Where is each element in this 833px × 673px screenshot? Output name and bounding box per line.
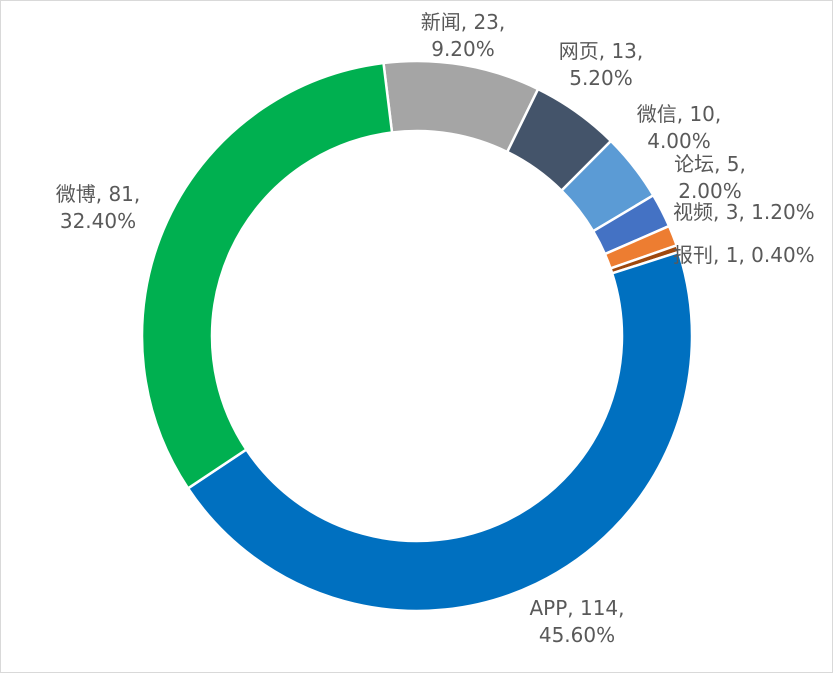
slice-label-0: 新闻, 23, 9.20%: [421, 10, 506, 61]
slice-label-line: 新闻, 23,: [421, 10, 506, 34]
slice-label-5: 报刊, 1, 0.40%: [673, 243, 815, 267]
slice-label-7: 微博, 81, 32.40%: [56, 182, 141, 233]
slice-label-line: 4.00%: [647, 129, 711, 153]
slice-label-line: 9.20%: [431, 37, 495, 61]
slice-label-4: 视频, 3, 1.20%: [673, 200, 815, 224]
slice-label-line: 报刊, 1, 0.40%: [673, 243, 815, 267]
slice-label-3: 论坛, 5, 2.00%: [674, 152, 746, 203]
slice-label-line: 微博, 81,: [56, 182, 141, 206]
slice-label-line: 5.20%: [569, 66, 633, 90]
slice-label-2: 微信, 10, 4.00%: [637, 102, 722, 153]
slice-label-1: 网页, 13, 5.20%: [559, 39, 644, 90]
slice-label-6: APP, 114, 45.60%: [529, 596, 624, 647]
slice-label-line: 45.60%: [539, 623, 615, 647]
slice-6: [186, 250, 694, 613]
slice-label-line: 32.40%: [60, 209, 136, 233]
slice-label-line: APP, 114,: [529, 596, 624, 620]
slice-label-line: 2.00%: [678, 179, 742, 203]
slice-label-line: 论坛, 5,: [674, 152, 746, 176]
slice-label-line: 视频, 3, 1.20%: [673, 200, 815, 224]
slice-7: [140, 61, 394, 491]
slice-label-line: 网页, 13,: [559, 39, 644, 63]
slice-label-line: 微信, 10,: [637, 102, 722, 126]
